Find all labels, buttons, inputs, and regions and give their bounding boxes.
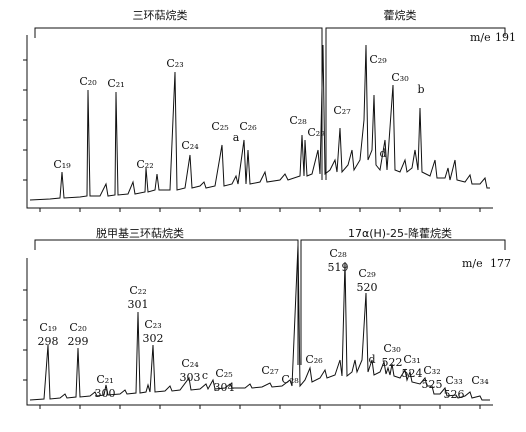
group-label: 17α(H)-25-降藿烷类	[348, 226, 452, 240]
peak-label: C₂₉	[369, 53, 387, 66]
peak-label: c	[202, 369, 208, 382]
peak-mass: 519	[328, 261, 349, 274]
peak-mass: 524	[402, 367, 423, 380]
bracket	[34, 239, 506, 365]
ion-value: 191	[495, 31, 516, 44]
peak-label: C₂₄	[181, 357, 199, 370]
peak-mass: 522	[382, 356, 403, 369]
peak-label: C₂₀	[79, 75, 97, 88]
peak-label: C₂₉	[358, 267, 376, 280]
peak-mass: 303	[180, 371, 201, 384]
peak-label: C₃₂	[423, 364, 440, 377]
peak-label: C₂₈	[329, 247, 347, 260]
peak-label: C₃₃	[445, 374, 462, 387]
group-label: 三环萜烷类	[133, 8, 188, 22]
group-label: 藿烷类	[384, 8, 417, 22]
peak-label: C₂₃	[166, 57, 183, 70]
ion-label: m/e	[470, 31, 491, 44]
peak-mass: 302	[143, 332, 164, 345]
peak-label: C₂₉	[307, 126, 325, 139]
trace	[29, 244, 490, 401]
peak-mass: 304	[214, 381, 235, 394]
peak-label: C₃₁	[403, 353, 420, 366]
axis	[26, 258, 493, 406]
peak-label: C₂₅	[215, 367, 232, 380]
axis	[26, 35, 493, 209]
peak-label: C₂₀	[69, 321, 87, 334]
bracket	[34, 27, 506, 180]
peak-label: C₂₈	[281, 373, 299, 386]
peak-label: C₂₄	[181, 139, 199, 152]
peak-label: C₂₂	[129, 284, 146, 297]
peak-label: C₂₆	[239, 120, 257, 133]
peak-label: C₂₅	[211, 120, 228, 133]
peak-label: C₂₈	[289, 114, 307, 127]
peak-label: C₂₂	[136, 158, 153, 171]
peak-mass: 525	[422, 378, 443, 391]
peak-label: C₂₁	[96, 373, 113, 386]
peak-label: d	[368, 353, 375, 366]
peak-label: C₁₉	[39, 321, 57, 334]
trace	[29, 44, 490, 201]
peak-mass: 520	[357, 281, 378, 294]
peak-mass: 299	[68, 335, 89, 348]
peak-label: C₂₃	[144, 318, 161, 331]
peak-label: C₃₀	[383, 342, 401, 355]
peak-label: C₂₇	[261, 364, 279, 377]
peak-label: C₁₉	[53, 158, 71, 171]
group-label: 脱甲基三环萜烷类	[96, 226, 184, 240]
peak-mass: 301	[128, 298, 149, 311]
ion-value: 177	[490, 257, 511, 270]
peak-mass: 300	[95, 387, 116, 400]
ion-label: m/e	[462, 257, 483, 270]
peak-label: C₃₀	[391, 71, 409, 84]
peak-label: C₃₄	[471, 374, 489, 387]
peak-label: C₂₇	[333, 104, 351, 117]
peak-label: a	[233, 131, 240, 144]
ticks	[23, 59, 481, 409]
peak-label: C₂₁	[107, 77, 124, 90]
peak-mass: 526	[444, 388, 465, 401]
peak-mass: 298	[38, 335, 59, 348]
peak-label: C₂₆	[305, 353, 323, 366]
peak-label: d	[379, 147, 386, 160]
peak-label: b	[417, 83, 424, 96]
